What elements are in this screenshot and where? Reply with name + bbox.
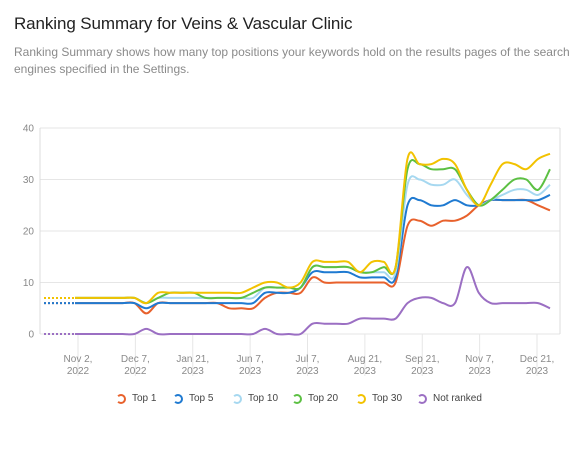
x-tick-label-year: 2023 (182, 366, 205, 377)
legend-label: Not ranked (433, 393, 482, 404)
series-line-top-5 (75, 193, 551, 310)
series-line-not-ranked (75, 266, 551, 336)
x-tick-label: Dec 7, (121, 354, 150, 365)
y-tick-label: 10 (23, 278, 35, 289)
x-tick-label-year: 2023 (354, 366, 377, 377)
series-lines (44, 151, 551, 336)
chart-legend: Top 1 Top 5 Top 10 Top 20 Top 30 Not ranked (0, 393, 580, 411)
page-title: Ranking Summary for Veins & Vascular Cli… (14, 14, 353, 33)
page-subtitle: Ranking Summary shows how many top posit… (14, 45, 570, 76)
legend-item-top-20[interactable]: Top 20 (292, 393, 338, 404)
x-tick-label: Dec 21, (520, 354, 554, 365)
x-tick-label-year: 2022 (124, 366, 147, 377)
series-line-top-20 (74, 159, 551, 305)
x-tick-label-year: 2023 (526, 366, 549, 377)
legend-label: Top 20 (308, 393, 339, 404)
x-tick-label: Jul 7, (296, 354, 320, 365)
legend-swatch-icon (356, 393, 366, 404)
x-tick-label: Nov 2, (64, 354, 93, 365)
series-line-top-1 (75, 198, 551, 315)
legend-swatch-icon (417, 393, 427, 404)
legend-label: Top 5 (189, 393, 214, 404)
x-tick-label: Aug 21, (348, 354, 382, 365)
legend-item-not-ranked[interactable]: Not ranked (417, 393, 482, 404)
legend-label: Top 10 (248, 393, 279, 404)
legend-item-top-5[interactable]: Top 5 (173, 393, 213, 404)
y-axis-ticks: 0 10 20 30 40 (23, 124, 35, 341)
y-tick-label: 20 (23, 227, 35, 238)
legend-swatch-icon (232, 393, 242, 404)
y-tick-label: 0 (28, 330, 34, 341)
x-tick-label: Jun 7, (237, 354, 264, 365)
x-tick-label-year: 2023 (411, 366, 434, 377)
legend-label: Top 1 (132, 393, 157, 404)
x-tick-label: Sep 21, (405, 354, 439, 365)
x-tick-label: Nov 7, (465, 354, 494, 365)
x-tick-label-year: 2022 (67, 366, 90, 377)
legend-swatch-icon (173, 393, 183, 404)
legend-item-top-1[interactable]: Top 1 (116, 393, 156, 404)
legend-swatch-icon (116, 393, 126, 404)
y-tick-label: 30 (23, 175, 35, 186)
legend-item-top-10[interactable]: Top 10 (232, 393, 278, 404)
x-tick-label-year: 2023 (239, 366, 262, 377)
x-tick-label: Jan 21, (176, 354, 209, 365)
x-tick-label-year: 2023 (296, 366, 319, 377)
y-tick-label: 40 (23, 124, 35, 135)
series-line-top-30 (74, 151, 551, 305)
series-line-top-10 (74, 175, 551, 305)
x-tick-label-year: 2023 (469, 366, 492, 377)
legend-item-top-30[interactable]: Top 30 (356, 393, 402, 404)
legend-swatch-icon (292, 393, 302, 404)
legend-label: Top 30 (372, 393, 403, 404)
